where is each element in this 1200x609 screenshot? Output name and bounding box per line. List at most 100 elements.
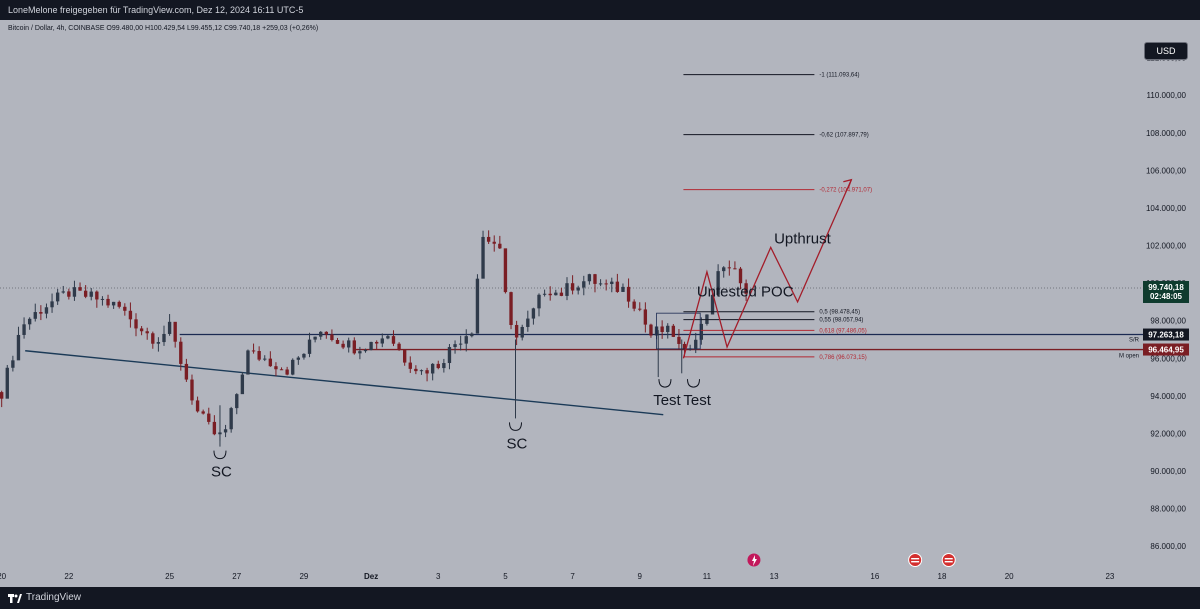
candle-body[interactable] xyxy=(419,370,424,372)
candle-body[interactable] xyxy=(313,336,317,340)
candle-body[interactable] xyxy=(55,292,60,302)
candle-body[interactable] xyxy=(610,281,614,285)
candle-body[interactable] xyxy=(397,343,401,351)
candle-body[interactable] xyxy=(582,281,586,288)
candle-body[interactable] xyxy=(78,287,82,291)
candle-body[interactable] xyxy=(16,334,21,361)
candle-body[interactable] xyxy=(134,319,138,329)
candle-body[interactable] xyxy=(386,336,390,339)
candle-body[interactable] xyxy=(710,294,715,315)
candle-body[interactable] xyxy=(341,343,345,348)
candle-body[interactable] xyxy=(0,392,4,399)
candle-body[interactable] xyxy=(195,400,200,412)
candle-body[interactable] xyxy=(324,331,328,335)
candle-body[interactable] xyxy=(380,338,384,344)
candle-body[interactable] xyxy=(638,308,642,310)
candle-body[interactable] xyxy=(565,283,569,296)
candle-body[interactable] xyxy=(302,353,306,358)
candle-body[interactable] xyxy=(89,291,93,297)
candle-body[interactable] xyxy=(347,340,351,348)
candle-body[interactable] xyxy=(106,298,110,306)
candle-body[interactable] xyxy=(554,292,558,296)
candle-body[interactable] xyxy=(436,363,440,369)
candle-body[interactable] xyxy=(307,339,312,354)
candle-body[interactable] xyxy=(330,334,334,341)
candle-body[interactable] xyxy=(363,350,368,352)
candle-body[interactable] xyxy=(100,298,105,300)
candle-body[interactable] xyxy=(375,341,379,344)
candle-body[interactable] xyxy=(207,413,211,422)
candle-body[interactable] xyxy=(246,350,250,375)
candle-body[interactable] xyxy=(67,291,71,297)
candle-body[interactable] xyxy=(430,363,435,374)
candle-body[interactable] xyxy=(666,325,670,333)
candle-body[interactable] xyxy=(72,287,77,297)
candle-body[interactable] xyxy=(464,336,468,344)
candle-body[interactable] xyxy=(402,350,407,363)
price-chart[interactable]: Bitcoin / Dollar, 4h, COINBASE O99.480,0… xyxy=(0,20,1200,587)
candle-body[interactable] xyxy=(352,340,356,354)
candle-body[interactable] xyxy=(481,236,485,279)
candle-body[interactable] xyxy=(526,318,530,327)
candle-body[interactable] xyxy=(268,358,273,367)
candle-body[interactable] xyxy=(184,363,189,380)
candle-body[interactable] xyxy=(139,328,144,332)
candle-body[interactable] xyxy=(369,341,373,351)
candle-body[interactable] xyxy=(559,292,564,296)
candle-body[interactable] xyxy=(408,362,412,369)
candle-body[interactable] xyxy=(156,342,161,344)
candle-body[interactable] xyxy=(744,283,748,294)
candle-body[interactable] xyxy=(716,271,720,295)
candle-body[interactable] xyxy=(699,323,704,340)
candle-body[interactable] xyxy=(257,350,261,360)
fib-levels[interactable]: -1 (111.093,64) -0,62 (107.897,79) -0,272 … xyxy=(656,73,873,361)
candle-body[interactable] xyxy=(229,408,233,430)
candle-body[interactable] xyxy=(722,267,726,272)
candle-body[interactable] xyxy=(548,293,552,296)
candle-body[interactable] xyxy=(587,274,592,282)
candle-body[interactable] xyxy=(649,324,653,336)
candle-body[interactable] xyxy=(733,268,737,270)
candle-body[interactable] xyxy=(145,331,149,334)
candle-body[interactable] xyxy=(212,421,217,435)
candle-body[interactable] xyxy=(470,333,474,337)
candle-body[interactable] xyxy=(61,291,65,293)
candle-body[interactable] xyxy=(117,301,121,307)
candle-body[interactable] xyxy=(615,281,620,292)
event-icons[interactable] xyxy=(747,553,956,567)
candle-body[interactable] xyxy=(22,324,26,335)
candle-body[interactable] xyxy=(537,294,541,309)
candle-body[interactable] xyxy=(542,293,547,295)
candle-body[interactable] xyxy=(263,358,267,360)
candle-body[interactable] xyxy=(44,307,49,314)
candle-body[interactable] xyxy=(677,336,681,344)
candle-body[interactable] xyxy=(173,321,177,342)
candle-body[interactable] xyxy=(95,291,99,300)
tradingview-logo[interactable]: TradingView xyxy=(8,587,81,609)
candle-body[interactable] xyxy=(727,267,731,269)
currency-button[interactable]: USD xyxy=(1144,42,1188,60)
candle-body[interactable] xyxy=(660,326,664,333)
candle-body[interactable] xyxy=(11,360,15,368)
x-axis[interactable]: 20 22 25 27 29 Dez 3 5 7 9 11 13 16 18 20 23 xyxy=(0,572,1115,581)
candle-body[interactable] xyxy=(570,283,575,291)
candle-body[interactable] xyxy=(167,321,172,334)
candle-body[interactable] xyxy=(358,351,362,354)
candle-body[interactable] xyxy=(123,306,127,311)
candle-body[interactable] xyxy=(391,336,396,344)
candle-body[interactable] xyxy=(453,344,457,348)
candle-body[interactable] xyxy=(251,350,256,352)
event-us-flag-icon[interactable] xyxy=(908,553,923,567)
candle-body[interactable] xyxy=(39,312,43,314)
candle-body[interactable] xyxy=(240,374,245,395)
candle-body[interactable] xyxy=(296,357,301,360)
candle-body[interactable] xyxy=(531,308,536,319)
candle-body[interactable] xyxy=(235,394,239,409)
candle-body[interactable] xyxy=(458,343,463,345)
candle-body[interactable] xyxy=(274,366,278,370)
candle-body[interactable] xyxy=(486,236,491,242)
candle-body[interactable] xyxy=(643,309,648,325)
candle-body[interactable] xyxy=(179,341,183,364)
candle-body[interactable] xyxy=(223,429,228,433)
candle-body[interactable] xyxy=(291,359,295,375)
